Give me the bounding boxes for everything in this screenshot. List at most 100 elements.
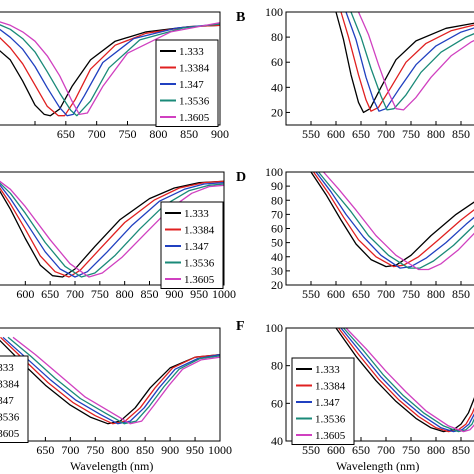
series-line-f-3 — [340, 327, 474, 433]
x-tick-label-b-3: 700 — [377, 127, 395, 141]
x-tick-label-a-4: 800 — [149, 127, 167, 141]
legend-label-e-5: 1.3605 — [0, 428, 20, 440]
y-tick-label-f-2: 80 — [271, 359, 283, 373]
series-line-f-5 — [345, 327, 474, 433]
x-tick-label-a-3: 750 — [119, 127, 137, 141]
y-tick-label-d-4: 60 — [271, 222, 283, 236]
x-tick-label-e-5: 850 — [136, 443, 154, 457]
y-tick-label-f-0: 40 — [271, 434, 283, 448]
y-tick-label-b-3: 80 — [271, 30, 283, 44]
x-tick-label-f-3: 700 — [377, 443, 395, 457]
x-tick-label-d-6: 850 — [452, 287, 470, 301]
series-line-a-1 — [0, 24, 221, 117]
x-tick-label-c-8: 1000 — [212, 287, 236, 301]
legend-label-a-2: 1.3384 — [179, 63, 210, 75]
legend-label-c-2: 1.3384 — [184, 225, 215, 237]
legend-label-a-4: 1.3536 — [179, 96, 210, 108]
y-tick-label-d-7: 90 — [271, 179, 283, 193]
x-tick-label-e-3: 750 — [86, 443, 104, 457]
series-line-c-3 — [0, 181, 225, 278]
series-line-d-3 — [315, 171, 474, 269]
legend-label-e-1: 1.333 — [0, 362, 14, 374]
series-line-e-5 — [12, 336, 221, 425]
plot-frame-c — [0, 171, 225, 286]
legend-label-c-3: 1.347 — [184, 241, 209, 253]
legend-label-e-3: 1.347 — [0, 395, 14, 407]
series-line-d-2 — [312, 171, 474, 268]
y-tick-label-d-3: 50 — [271, 236, 283, 250]
series-line-c-5 — [0, 180, 225, 278]
x-tick-label-f-5: 800 — [427, 443, 445, 457]
panel-letter-f: F — [236, 319, 245, 334]
series-line-a-4 — [0, 23, 221, 117]
x-tick-label-c-7: 950 — [190, 287, 208, 301]
x-tick-label-c-3: 750 — [91, 287, 109, 301]
series-line-f-1 — [335, 327, 474, 433]
x-tick-label-d-0: 550 — [302, 287, 320, 301]
legend-label-e-2: 1.3384 — [0, 379, 20, 391]
x-tick-label-f-0: 550 — [302, 443, 320, 457]
x-tick-label-c-6: 900 — [165, 287, 183, 301]
x-tick-label-b-2: 650 — [352, 127, 370, 141]
legend-label-a-1: 1.333 — [179, 46, 204, 58]
y-tick-label-f-3: 100 — [265, 321, 283, 335]
series-line-b-4 — [350, 11, 474, 111]
series-line-d-5 — [323, 171, 474, 271]
series-line-e-2 — [0, 336, 221, 425]
x-tick-label-a-1: 650 — [57, 127, 75, 141]
legend-label-e-4: 1.3536 — [0, 412, 20, 424]
legend-box-e — [0, 355, 29, 443]
x-tick-label-c-0: 600 — [16, 287, 34, 301]
y-tick-label-d-6: 80 — [271, 193, 283, 207]
y-tick-label-b-1: 40 — [271, 80, 283, 94]
y-tick-label-d-8: 100 — [265, 165, 283, 179]
legend-label-c-1: 1.333 — [184, 208, 209, 220]
plot-frame-e — [0, 327, 221, 442]
x-tick-label-f-4: 750 — [402, 443, 420, 457]
x-tick-label-a-5: 850 — [180, 127, 198, 141]
x-tick-label-b-6: 850 — [452, 127, 470, 141]
series-line-e-4 — [7, 336, 221, 425]
legend-label-c-5: 1.3605 — [184, 274, 215, 286]
legend-label-a-5: 1.3605 — [179, 112, 210, 124]
x-tick-label-d-2: 650 — [352, 287, 370, 301]
x-tick-label-f-2: 650 — [352, 443, 370, 457]
y-tick-label-b-2: 60 — [271, 55, 283, 69]
series-line-b-2 — [340, 11, 474, 112]
series-line-e-3 — [2, 336, 221, 425]
series-line-f-4 — [343, 327, 474, 433]
y-tick-label-b-0: 20 — [271, 105, 283, 119]
x-tick-label-f-6: 850 — [452, 443, 470, 457]
panel-letter-d: D — [236, 170, 246, 185]
series-line-d-1 — [310, 171, 474, 268]
x-tick-label-c-2: 700 — [66, 287, 84, 301]
y-tick-label-f-1: 60 — [271, 396, 283, 410]
x-tick-label-e-7: 950 — [186, 443, 204, 457]
x-tick-label-c-4: 800 — [116, 287, 134, 301]
plot-frame-f — [285, 327, 474, 442]
legend-label-f-2: 1.3384 — [315, 381, 346, 393]
y-tick-label-b-4: 100 — [265, 5, 283, 19]
x-tick-label-a-2: 700 — [88, 127, 106, 141]
series-line-f-2 — [337, 327, 474, 433]
y-tick-label-d-1: 30 — [271, 264, 283, 278]
x-axis-title-left: Wavelength (nm) — [70, 459, 153, 473]
x-tick-label-e-6: 900 — [161, 443, 179, 457]
plot-frame-a — [0, 11, 221, 126]
x-tick-label-e-4: 800 — [111, 443, 129, 457]
legend-label-f-4: 1.3536 — [315, 414, 346, 426]
x-tick-label-d-4: 750 — [402, 287, 420, 301]
y-tick-label-d-5: 70 — [271, 207, 283, 221]
x-tick-label-e-2: 700 — [61, 443, 79, 457]
x-tick-label-f-1: 600 — [327, 443, 345, 457]
series-line-c-4 — [0, 182, 225, 278]
x-tick-label-b-0: 550 — [302, 127, 320, 141]
legend-label-f-3: 1.347 — [315, 397, 340, 409]
x-tick-label-d-3: 700 — [377, 287, 395, 301]
x-tick-label-b-1: 600 — [327, 127, 345, 141]
panel-letter-b: B — [236, 10, 245, 25]
series-line-a-5 — [0, 21, 221, 116]
x-tick-label-d-5: 800 — [427, 287, 445, 301]
legend-label-f-5: 1.3605 — [315, 430, 346, 442]
